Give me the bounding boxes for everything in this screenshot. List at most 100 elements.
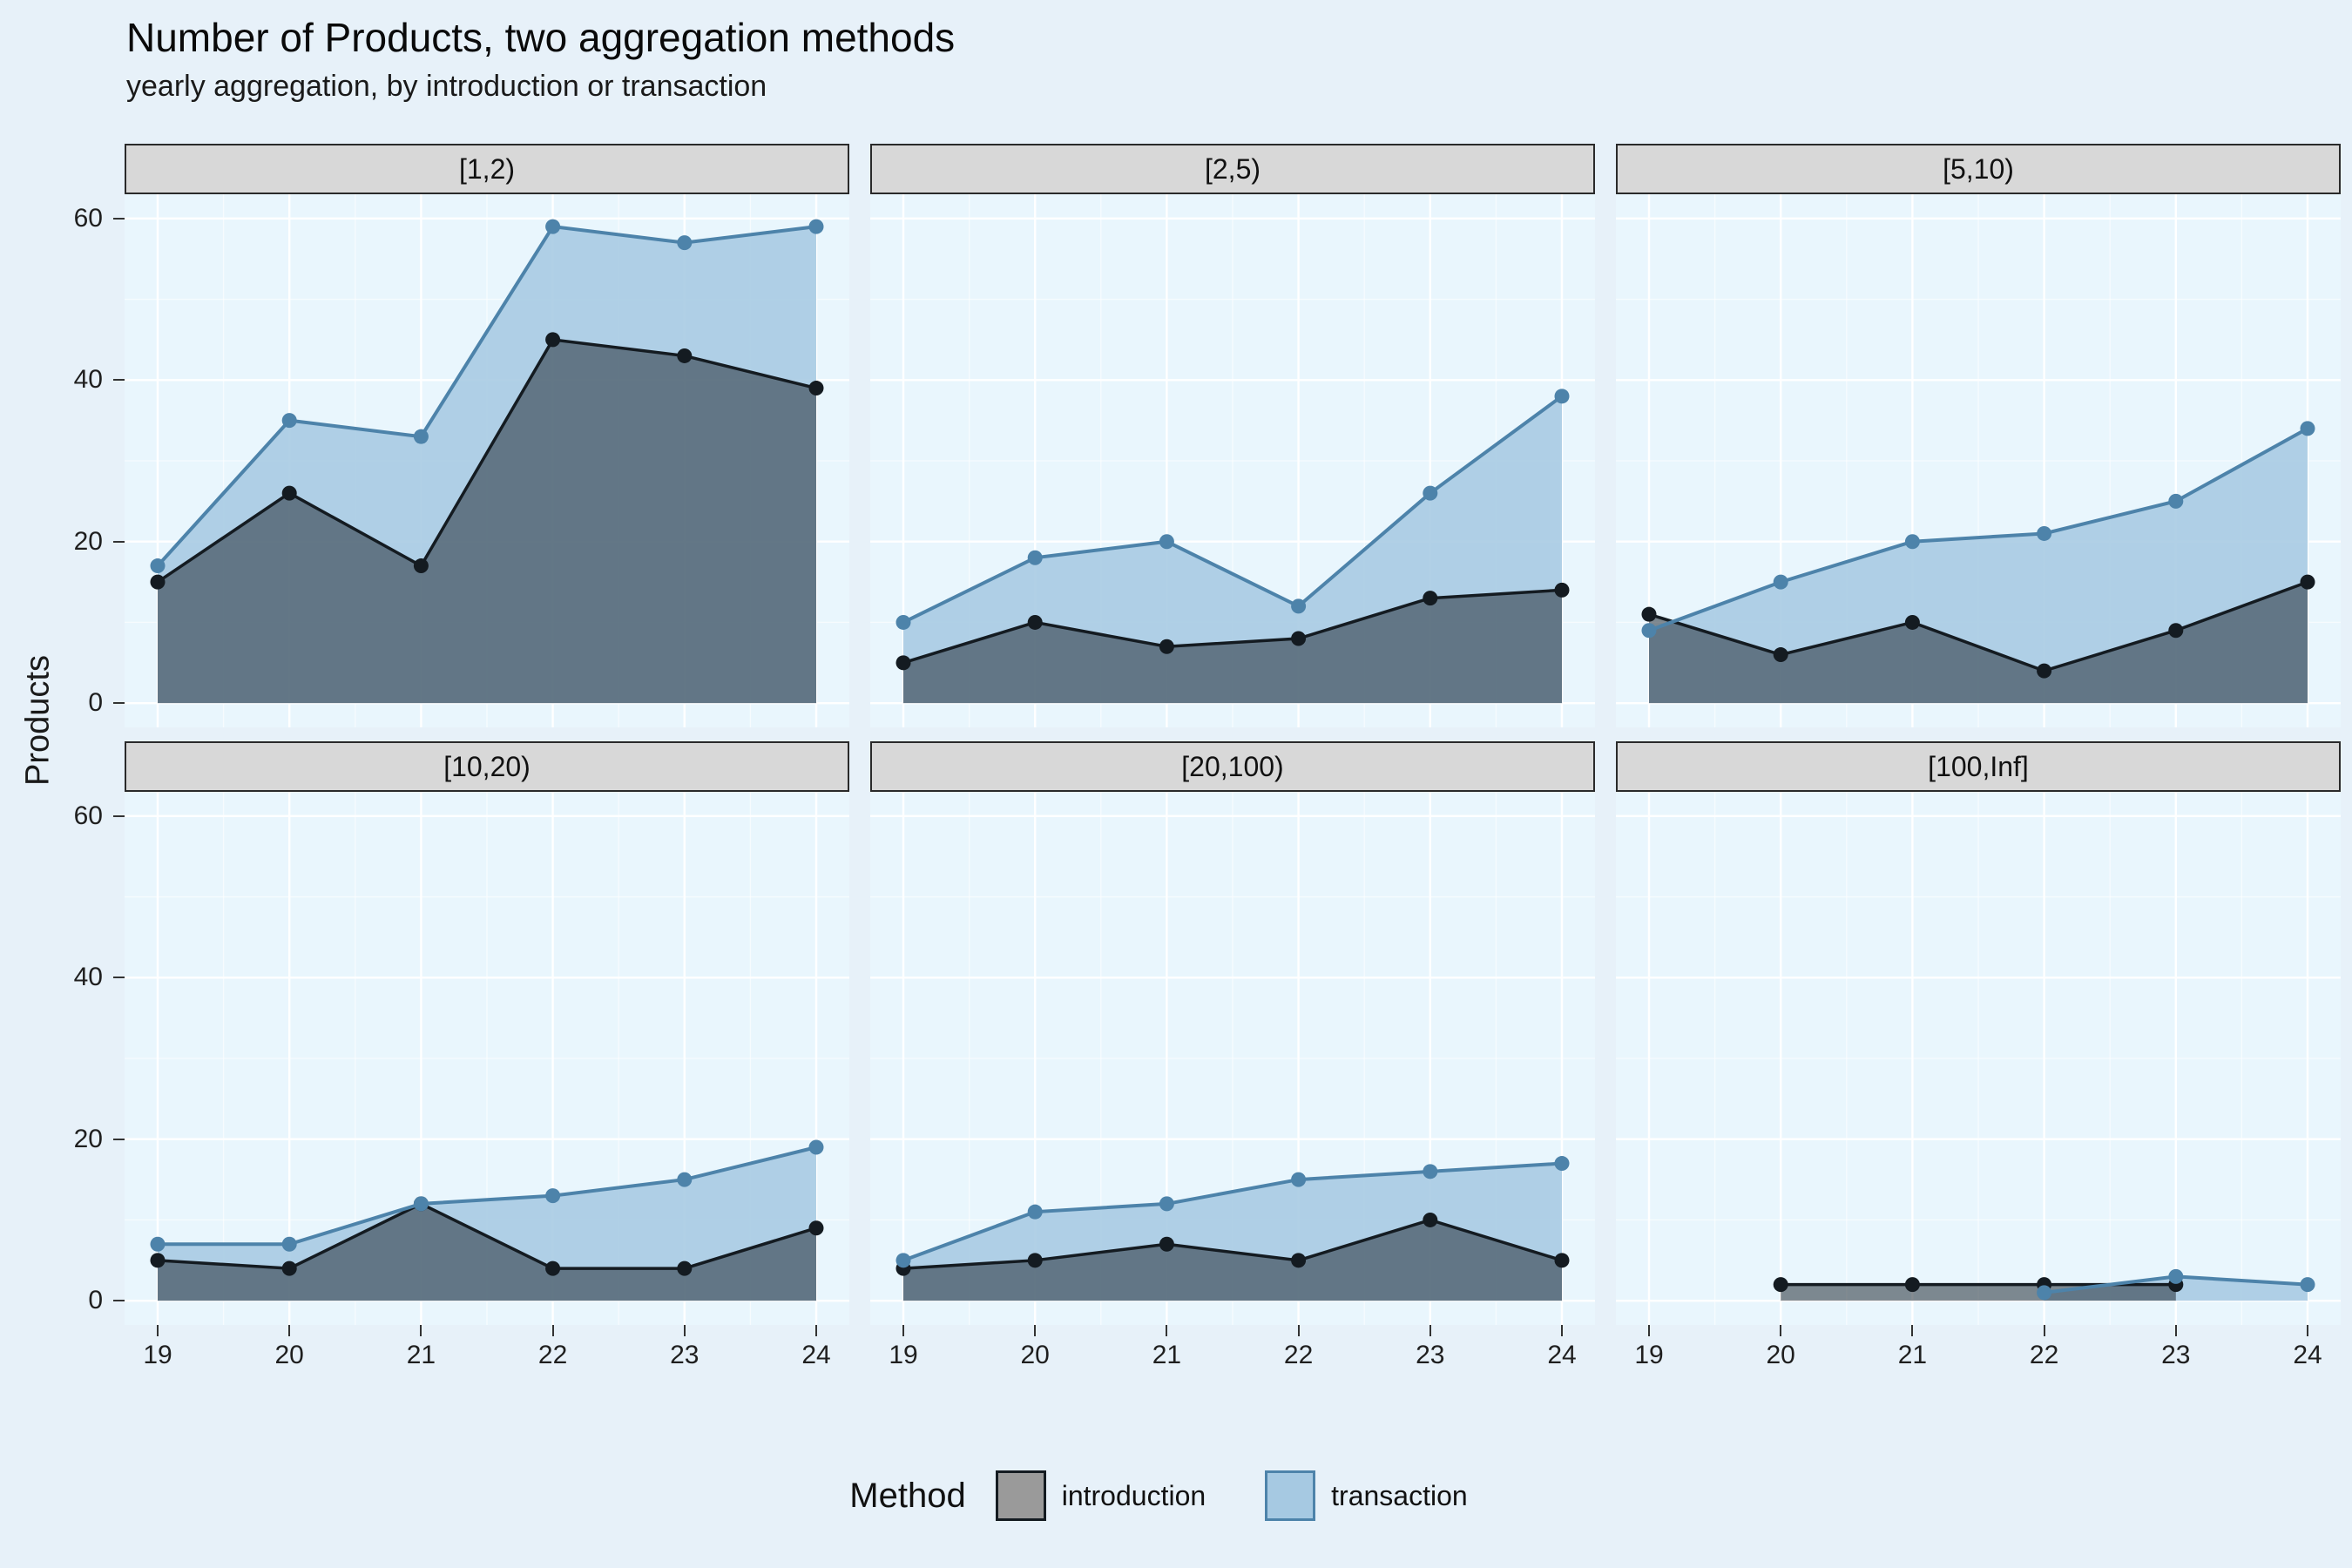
x-tick-mark	[2174, 1325, 2177, 1336]
legend: Method introduction transaction	[0, 1470, 2352, 1521]
introduction-point	[1423, 591, 1438, 606]
facet-panel	[870, 792, 1595, 1325]
facet-plot	[1616, 194, 2341, 727]
transaction-point	[545, 219, 561, 234]
facet-panel	[1616, 194, 2341, 727]
legend-swatch-transaction	[1265, 1470, 1316, 1521]
facet-panel	[125, 194, 849, 727]
transaction-area	[1649, 428, 2308, 704]
introduction-point	[1773, 1277, 1788, 1293]
x-tick-mark	[1034, 1325, 1037, 1336]
introduction-point	[896, 655, 911, 671]
introduction-point	[1291, 1253, 1307, 1268]
x-tick-label: 23	[1416, 1341, 1445, 1369]
transaction-point	[1423, 485, 1438, 501]
facet-panel	[870, 194, 1595, 727]
x-tick-label: 19	[889, 1341, 918, 1369]
x-tick-mark	[551, 1325, 554, 1336]
transaction-point	[545, 1188, 561, 1204]
introduction-point	[1027, 614, 1043, 630]
y-tick-label: 60	[73, 801, 103, 830]
transaction-point	[2168, 1268, 2184, 1284]
introduction-point	[1554, 582, 1570, 598]
legend-swatch-introduction	[995, 1470, 1046, 1521]
introduction-point	[413, 558, 429, 574]
transaction-point	[1554, 389, 1570, 404]
introduction-point	[1159, 639, 1174, 654]
transaction-point	[1291, 1172, 1307, 1187]
introduction-area	[903, 1220, 1562, 1301]
transaction-point	[1423, 1164, 1438, 1179]
y-tick-label: 40	[73, 963, 103, 992]
x-tick-mark	[2043, 1325, 2045, 1336]
facet-plot	[125, 194, 849, 727]
x-tick-label: 23	[670, 1341, 700, 1369]
transaction-point	[150, 1236, 166, 1252]
introduction-area	[903, 590, 1562, 704]
y-tick-label: 20	[73, 1124, 103, 1153]
introduction-point	[2037, 663, 2052, 679]
transaction-point	[281, 1236, 297, 1252]
x-tick-mark	[815, 1325, 817, 1336]
x-tick-mark	[1166, 1325, 1168, 1336]
introduction-point	[281, 1260, 297, 1276]
introduction-area	[1781, 1284, 2176, 1301]
y-tick-label: 20	[73, 526, 103, 556]
x-tick-label: 22	[2029, 1341, 2059, 1369]
introduction-point	[2168, 623, 2184, 639]
x-tick-mark	[2307, 1325, 2308, 1336]
introduction-line	[157, 338, 817, 584]
y-tick-mark	[113, 540, 125, 543]
x-tick-mark	[1561, 1325, 1563, 1336]
transaction-line	[902, 1161, 1563, 1262]
legend-label-transaction: transaction	[1331, 1479, 1468, 1511]
transaction-point	[1773, 574, 1788, 590]
y-tick-label: 40	[73, 365, 103, 395]
introduction-area	[158, 1203, 816, 1301]
transaction-point	[2300, 421, 2315, 436]
transaction-point	[677, 1172, 693, 1187]
transaction-point	[896, 614, 911, 630]
x-tick-mark	[1648, 1325, 1650, 1336]
introduction-point	[808, 381, 824, 396]
introduction-line	[902, 588, 1563, 665]
facet-strip: [5,10)	[1616, 144, 2341, 194]
y-tick-mark	[113, 977, 125, 979]
transaction-point	[413, 1196, 429, 1212]
legend-label-introduction: introduction	[1061, 1479, 1206, 1511]
legend-key-introduction: introduction	[995, 1470, 1206, 1521]
introduction-line	[157, 1201, 817, 1270]
transaction-point	[150, 558, 166, 574]
introduction-point	[150, 1253, 166, 1268]
x-tick-label: 21	[1897, 1341, 1928, 1369]
transaction-point	[1159, 1196, 1174, 1212]
introduction-line	[1648, 580, 2308, 672]
introduction-point	[1904, 614, 1920, 630]
introduction-point	[281, 485, 297, 501]
facet-plot	[870, 194, 1595, 727]
x-tick-label: 22	[537, 1341, 568, 1369]
transaction-point	[2037, 525, 2052, 541]
x-tick-label: 23	[2161, 1341, 2191, 1369]
introduction-point	[1291, 631, 1307, 646]
x-tick-label: 21	[1152, 1341, 1182, 1369]
x-tick-label: 20	[274, 1341, 304, 1369]
introduction-point	[1904, 1277, 1920, 1293]
transaction-point	[1641, 623, 1657, 639]
transaction-point	[1027, 550, 1043, 565]
facet-strip: [100,Inf]	[1616, 741, 2341, 792]
x-tick-label: 19	[143, 1341, 172, 1369]
x-tick-mark	[1911, 1325, 1914, 1336]
transaction-point	[1291, 598, 1307, 614]
introduction-point	[1159, 1236, 1174, 1252]
facet-plot	[125, 792, 849, 1325]
transaction-point	[2168, 493, 2184, 509]
introduction-area	[158, 339, 816, 704]
transaction-point	[1159, 534, 1174, 550]
x-tick-mark	[683, 1325, 686, 1336]
facet-panel	[1616, 792, 2341, 1325]
introduction-area	[1649, 582, 2308, 704]
transaction-line	[1648, 427, 2308, 632]
introduction-point	[808, 1220, 824, 1236]
facet-panel	[125, 792, 849, 1325]
